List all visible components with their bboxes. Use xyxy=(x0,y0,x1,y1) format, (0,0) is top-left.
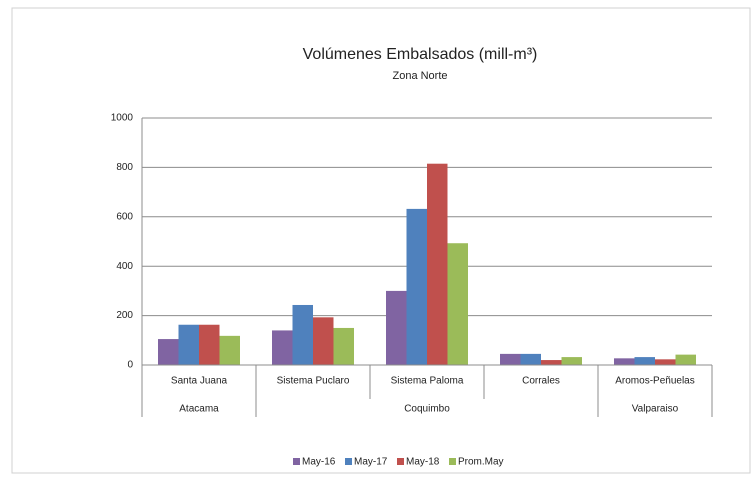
bar xyxy=(199,324,220,365)
bar xyxy=(386,290,407,365)
x-tick-label: Sistema Paloma xyxy=(391,376,464,387)
y-tick-label: 0 xyxy=(127,360,133,371)
y-tick-label: 400 xyxy=(116,261,133,272)
legend-swatch xyxy=(449,458,456,465)
legend-label: May-17 xyxy=(354,457,388,468)
legend-label: Prom.May xyxy=(458,457,504,468)
y-tick-label: 200 xyxy=(116,310,133,321)
y-tick-label: 600 xyxy=(116,211,133,222)
bar xyxy=(655,359,676,365)
group-label: Valparaiso xyxy=(632,404,679,415)
x-tick-label: Santa Juana xyxy=(171,376,228,387)
bar xyxy=(178,324,199,365)
x-tick-label: Sistema Puclaro xyxy=(277,376,350,387)
legend-label: May-16 xyxy=(302,457,336,468)
bar xyxy=(292,304,313,365)
x-tick-label: Aromos-Peñuelas xyxy=(615,376,694,387)
y-tick-label: 800 xyxy=(116,162,133,173)
bar xyxy=(447,243,468,365)
chart-subtitle: Zona Norte xyxy=(392,70,447,82)
bar xyxy=(520,353,541,365)
chart-title: Volúmenes Embalsados (mill-m³) xyxy=(303,46,538,63)
y-tick-label: 1000 xyxy=(111,113,134,124)
bar xyxy=(675,354,696,365)
x-tick-label: Corrales xyxy=(522,376,560,387)
bar xyxy=(406,208,427,365)
bar xyxy=(219,335,240,365)
frame xyxy=(11,7,751,474)
bar xyxy=(541,360,562,365)
bar xyxy=(614,358,635,365)
bar xyxy=(427,163,448,365)
bar xyxy=(500,353,521,365)
bar xyxy=(313,317,334,365)
bar xyxy=(272,330,293,365)
legend-label: May-18 xyxy=(406,457,440,468)
legend-swatch xyxy=(397,458,404,465)
legend-swatch xyxy=(345,458,352,465)
bar xyxy=(561,357,582,365)
bar xyxy=(333,327,354,365)
bar xyxy=(634,357,655,365)
bar xyxy=(158,339,179,365)
group-label: Atacama xyxy=(179,404,219,415)
group-label: Coquimbo xyxy=(404,404,450,415)
legend-swatch xyxy=(293,458,300,465)
